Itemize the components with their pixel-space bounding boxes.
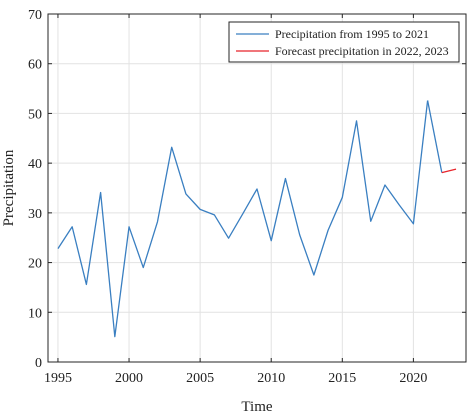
y-tick-label: 40: [28, 157, 42, 172]
x-axis-label: Time: [241, 399, 272, 415]
y-axis-label: Precipitation: [1, 149, 17, 226]
x-tick-label: 2020: [399, 371, 427, 386]
y-tick-label: 0: [35, 356, 42, 371]
series-line-forecast: [441, 168, 457, 174]
x-tick-label: 2010: [257, 371, 285, 386]
y-tick-label: 30: [28, 207, 42, 222]
legend-label-observed: Precipitation from 1995 to 2021: [275, 27, 429, 41]
y-tick-labels: 0 10 20 30 40 50 60 70: [28, 8, 42, 371]
y-tick-label: 50: [28, 107, 42, 122]
y-tick-label: 20: [28, 257, 42, 272]
x-tick-label: 1995: [44, 371, 72, 386]
y-tick-label: 60: [28, 58, 42, 73]
x-tick-label: 2015: [328, 371, 356, 386]
x-tick-label: 2000: [115, 371, 143, 386]
axis-ticks: [48, 13, 466, 363]
x-tick-labels: 1995 2000 2005 2010 2015 2020: [44, 371, 427, 386]
data-lines: [57, 100, 457, 338]
legend-box: [228, 21, 460, 63]
legend-label-forecast: Forecast precipitation in 2022, 2023: [275, 44, 449, 58]
y-tick-label: 70: [28, 8, 42, 23]
series-connector: [426, 100, 443, 173]
legend: Precipitation from 1995 to 2021 Forecast…: [228, 21, 460, 63]
series-line-observed: [57, 100, 429, 338]
y-tick-label: 10: [28, 306, 42, 321]
x-tick-label: 2005: [186, 371, 214, 386]
plot-frame: [47, 13, 467, 363]
grid-lines: [48, 13, 466, 363]
